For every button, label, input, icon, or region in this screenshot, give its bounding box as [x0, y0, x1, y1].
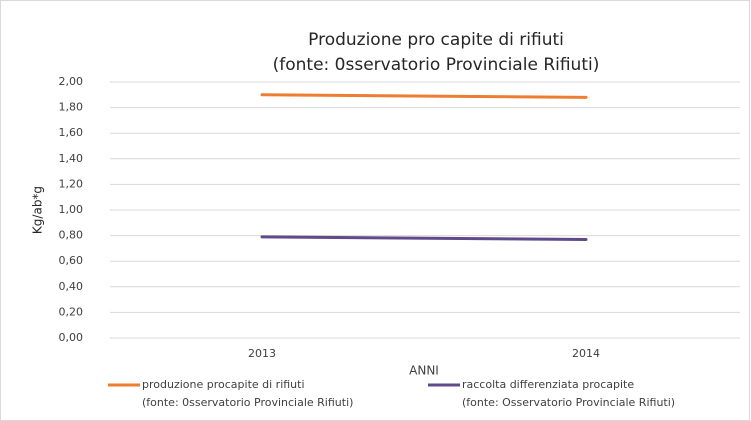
y-tick-label: 0,40 [59, 280, 84, 293]
y-tick-label: 0,60 [59, 254, 84, 267]
y-tick-label: 1,80 [59, 101, 84, 114]
y-tick-label: 0,00 [59, 331, 84, 344]
series-line [260, 235, 588, 241]
x-axis-title: ANNI [409, 364, 439, 378]
y-tick-label: 1,00 [59, 203, 84, 216]
x-tick-label: 2013 [248, 347, 276, 360]
series-line [260, 93, 588, 99]
chart-subtitle: (fonte: 0sservatorio Provinciale Rifiuti… [273, 55, 600, 75]
legend-label: raccolta differenziata procapite (fonte:… [462, 378, 676, 409]
y-tick-label: 1,60 [59, 126, 84, 139]
y-tick-label: 0,20 [59, 305, 84, 318]
y-tick-label: 1,20 [59, 177, 84, 190]
y-tick-label: 0,80 [59, 229, 84, 242]
legend-label: produzione procapite di rifiuti (fonte: … [142, 378, 354, 409]
chart-title: Produzione pro capite di rifiuti [308, 30, 564, 50]
x-tick-label: 2014 [572, 347, 600, 360]
y-tick-label: 2,00 [59, 75, 84, 88]
y-tick-label: 1,40 [59, 152, 84, 165]
y-axis-title: Kg/ab*g [31, 186, 45, 234]
